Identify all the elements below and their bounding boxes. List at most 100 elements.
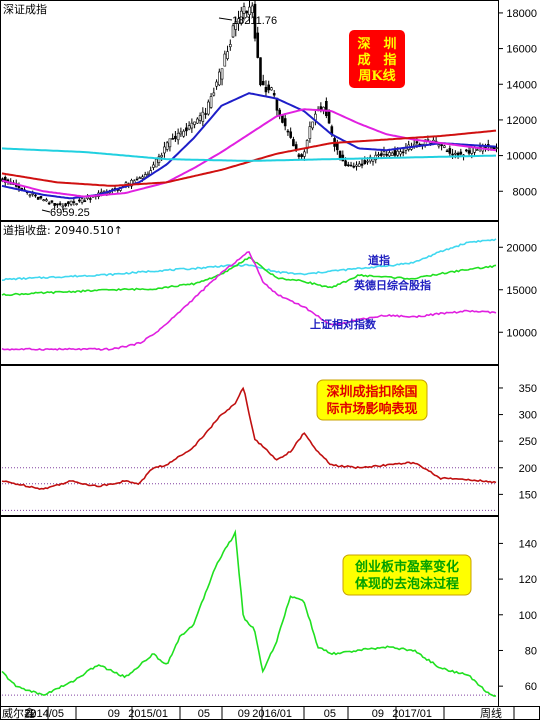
candle-body (248, 6, 251, 16)
x-tick-label: 09 (372, 708, 384, 720)
panel-3-series (1, 386, 497, 491)
candle-body (53, 203, 56, 206)
line-ma-magenta (1, 108, 497, 198)
candle-body (168, 138, 172, 148)
panel-4-frame (0, 516, 499, 707)
y-tick-label: 300 (519, 410, 537, 422)
chinext-note-line-1: 创业板市盈率变化 (354, 559, 459, 575)
candle-body (448, 148, 452, 154)
badge-background (349, 30, 405, 88)
candle-body (401, 151, 405, 154)
candle-body (303, 151, 306, 157)
y-tick-label: 15000 (506, 285, 537, 297)
candle-body (385, 154, 389, 156)
candle-body (146, 173, 150, 176)
y-tick-label: 18000 (506, 8, 537, 20)
candle-body (379, 153, 383, 156)
max-value-label: 18211.76 (232, 15, 277, 27)
candle-body (201, 111, 205, 122)
line-- (1, 256, 497, 297)
candle-body (456, 152, 460, 156)
panel-3-frame (0, 365, 499, 516)
panel-global-indices: 道指收盘: 20940.510↑ 20000 15000 10000 道指 英德日综… (1, 223, 537, 351)
line-- (1, 250, 497, 351)
candle-body (78, 199, 81, 202)
candle-body (445, 150, 449, 153)
candle-body (179, 131, 183, 135)
candle-body (39, 196, 43, 199)
candle-body (231, 25, 235, 38)
x-tick-label: 2 (30, 708, 36, 720)
panel-1-series (1, 0, 498, 211)
shenzhen-weekly-badge: 深 圳 成 指 周K线 (349, 30, 405, 88)
y-tick-label: 16000 (506, 44, 537, 56)
candle-body (253, 3, 257, 39)
candle-body (45, 199, 48, 202)
panel-3-y-ticks: 350 300 250 200 150 (498, 383, 537, 501)
candle-body (3, 176, 7, 183)
x-tick-label: 2017/01 (392, 708, 432, 720)
candle-body (352, 165, 356, 168)
x-tick-label: 09 (108, 708, 120, 720)
candle-body (58, 203, 62, 205)
panel-1-label: 深证成指 (3, 2, 47, 16)
candle-body (215, 81, 218, 87)
y-tick-label: 10000 (506, 151, 537, 163)
series-label-shanghai-relative: 上证相对指数 (310, 317, 377, 331)
candle-body (47, 202, 51, 205)
panel-1-frame (0, 0, 499, 221)
x-tick-label: 周线 (480, 706, 502, 720)
candle-body (160, 155, 163, 158)
x-tick-label: 2015/01 (128, 708, 168, 720)
candle-body (86, 196, 89, 199)
candle-body (143, 174, 147, 178)
y-tick-label: 200 (519, 463, 537, 475)
candle-body (412, 143, 416, 146)
candle-body (256, 32, 260, 58)
candle-body (259, 57, 262, 86)
candle-body (281, 114, 284, 123)
candle-body (234, 21, 238, 30)
y-tick-label: 100 (519, 610, 537, 622)
candle-body (61, 205, 65, 208)
x-axis-left-label: 威尔鑫 (2, 706, 35, 720)
candle-body (237, 18, 240, 24)
candle-body (360, 163, 364, 166)
x-tick-label: 2014/05 (24, 708, 64, 720)
candle-body (297, 154, 301, 157)
candle-body (390, 152, 394, 156)
candle-body (475, 149, 479, 151)
candle-body (388, 152, 391, 157)
y-tick-label: 20000 (506, 242, 537, 254)
line-- (1, 238, 497, 281)
line-series-0 (1, 386, 497, 491)
candle-body (141, 176, 144, 179)
candle-body (377, 154, 380, 156)
panel-2-label: 道指收盘: 20940.510↑ (3, 223, 123, 237)
candle-body (338, 150, 342, 158)
candle-body (308, 126, 312, 139)
candle-body (72, 201, 76, 203)
y-tick-label: 10000 (506, 327, 537, 339)
candle-body (250, 5, 254, 13)
adjusted-note-line-1: 深圳成指扣除国 (326, 384, 417, 400)
candle-body (187, 125, 191, 130)
candle-body (174, 135, 177, 140)
candle-body (226, 51, 229, 59)
candle-body (319, 106, 323, 110)
chinext-note-background (342, 554, 472, 596)
candle-body (363, 160, 367, 165)
candle-body (171, 138, 174, 140)
y-tick-label: 80 (525, 645, 537, 657)
min-value-label: 6959.25 (50, 207, 90, 219)
candle-body (185, 127, 188, 132)
x-tick-label: 2016/01 (252, 708, 292, 720)
candle-body (495, 147, 498, 149)
panel-2-y-ticks: 20000 15000 10000 (498, 242, 537, 339)
x-tick-label: 05 (198, 708, 210, 720)
y-tick-label: 140 (519, 538, 537, 550)
candle-body (440, 144, 443, 147)
